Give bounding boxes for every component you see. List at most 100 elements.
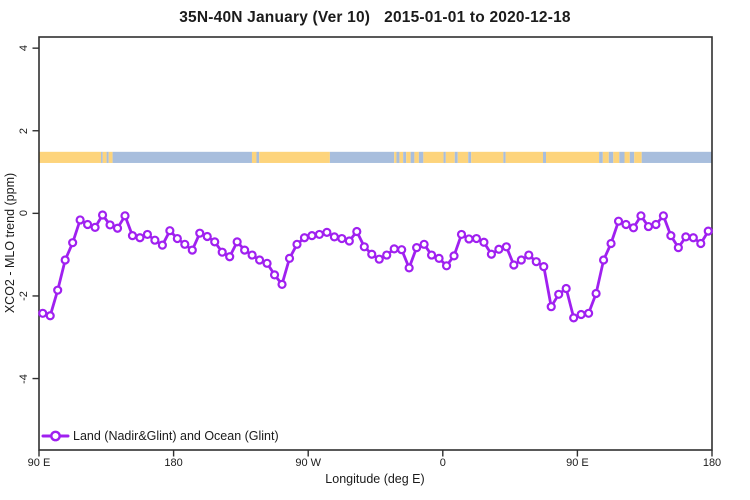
- data-point-marker: [613, 216, 624, 226]
- plot-frame: [38, 36, 713, 451]
- band-segment-land: [414, 151, 419, 163]
- band-segment-land: [39, 151, 102, 163]
- band-segment-land: [259, 151, 330, 163]
- chart-title-daterange: 2015-01-01 to 2020-12-18: [384, 9, 571, 26]
- data-point-marker: [681, 232, 691, 242]
- x-tick-label: 180: [702, 457, 722, 469]
- data-point-marker: [127, 231, 138, 241]
- legend-marker-sample: [50, 430, 61, 442]
- band-segment-sea: [101, 151, 103, 163]
- y-tick-label: -2: [18, 291, 30, 301]
- data-point-marker: [68, 238, 78, 248]
- data-point-marker: [576, 309, 586, 320]
- data-point-marker: [643, 221, 654, 232]
- data-point-marker: [382, 250, 392, 260]
- data-point-marker: [83, 219, 93, 230]
- data-point-marker: [322, 227, 332, 237]
- legend-label: Land (Nadir&Glint) and Ocean (Glint): [73, 429, 279, 443]
- data-point-marker: [426, 250, 437, 260]
- data-point-marker: [516, 255, 526, 265]
- data-point-marker: [75, 215, 85, 225]
- band-segment-land: [545, 151, 600, 163]
- data-point-marker: [703, 226, 713, 236]
- data-point-marker: [150, 235, 160, 245]
- band-segment-land: [613, 151, 620, 163]
- data-point-marker: [479, 237, 489, 247]
- data-point-marker: [217, 247, 227, 257]
- band-segment-sea: [468, 151, 472, 163]
- data-point-marker: [584, 308, 594, 318]
- data-point-marker: [232, 237, 242, 247]
- data-point-marker: [449, 251, 459, 261]
- data-point-marker: [509, 260, 519, 270]
- data-point-marker: [539, 262, 549, 272]
- data-point-marker: [471, 233, 482, 244]
- band-segment-sea: [403, 151, 407, 163]
- band-segment-sea: [106, 151, 109, 163]
- data-point-marker: [434, 253, 444, 263]
- data-point-marker: [38, 308, 48, 318]
- data-point-marker: [254, 255, 265, 265]
- data-point-marker: [419, 239, 429, 249]
- data-point-marker: [441, 261, 452, 271]
- band-segment-land: [505, 151, 544, 163]
- y-tick-label: 2: [18, 127, 30, 134]
- data-point-marker: [284, 253, 295, 263]
- band-segment-sea: [599, 151, 603, 163]
- data-point-marker: [524, 250, 534, 260]
- data-point-marker: [142, 229, 153, 240]
- data-point-marker: [202, 231, 212, 242]
- data-point-marker: [359, 242, 369, 252]
- data-point-marker: [97, 210, 108, 220]
- data-point-marker: [546, 302, 556, 312]
- data-point-marker: [569, 313, 579, 323]
- data-point-marker: [591, 288, 601, 299]
- data-point-marker: [494, 244, 504, 254]
- data-point-marker: [120, 211, 130, 221]
- band-segment-sea: [410, 151, 415, 163]
- chart-title: 35N-40N January (Ver 10) 2015-01-01 to 20…: [0, 9, 750, 27]
- data-point-marker: [531, 257, 541, 267]
- data-point-marker: [404, 263, 414, 273]
- y-tick-label: 0: [18, 210, 30, 217]
- band-segment-land: [108, 151, 113, 163]
- data-point-marker: [352, 226, 362, 237]
- data-point-marker: [561, 283, 571, 294]
- data-point-marker: [464, 234, 474, 244]
- data-point-marker: [292, 239, 302, 249]
- band-segment-sea: [256, 151, 260, 163]
- band-segment-sea: [329, 151, 395, 163]
- data-point-marker: [666, 231, 676, 241]
- data-point-marker: [696, 238, 706, 249]
- x-tick-label: 90 E: [566, 457, 589, 469]
- data-point-marker: [269, 270, 280, 280]
- data-point-marker: [397, 245, 407, 255]
- data-point-marker: [606, 238, 616, 249]
- band-segment-sea: [396, 151, 400, 163]
- data-point-marker: [628, 223, 639, 233]
- chart-title-region: 35N-40N January (Ver 10): [179, 9, 371, 26]
- band-segment-sea: [619, 151, 625, 163]
- data-point-marker: [374, 254, 384, 264]
- data-point-marker: [314, 229, 325, 240]
- data-point-marker: [389, 244, 399, 254]
- data-point-marker: [688, 233, 698, 243]
- x-tick-label: 0: [439, 457, 446, 469]
- data-point-marker: [673, 243, 683, 253]
- band-segment-sea: [418, 151, 424, 163]
- data-point-marker: [165, 226, 175, 236]
- band-segment-sea: [443, 151, 446, 163]
- data-point-marker: [367, 249, 377, 259]
- band-segment-sea: [629, 151, 635, 163]
- data-point-marker: [598, 255, 609, 265]
- band-segment-land: [471, 151, 504, 163]
- data-point-marker: [456, 229, 467, 240]
- data-point-marker: [636, 211, 646, 221]
- band-segment-land: [406, 151, 411, 163]
- data-point-marker: [262, 258, 272, 268]
- data-point-marker: [53, 285, 63, 295]
- data-line: [41, 213, 710, 320]
- band-segment-land: [394, 151, 397, 163]
- data-point-marker: [299, 233, 310, 243]
